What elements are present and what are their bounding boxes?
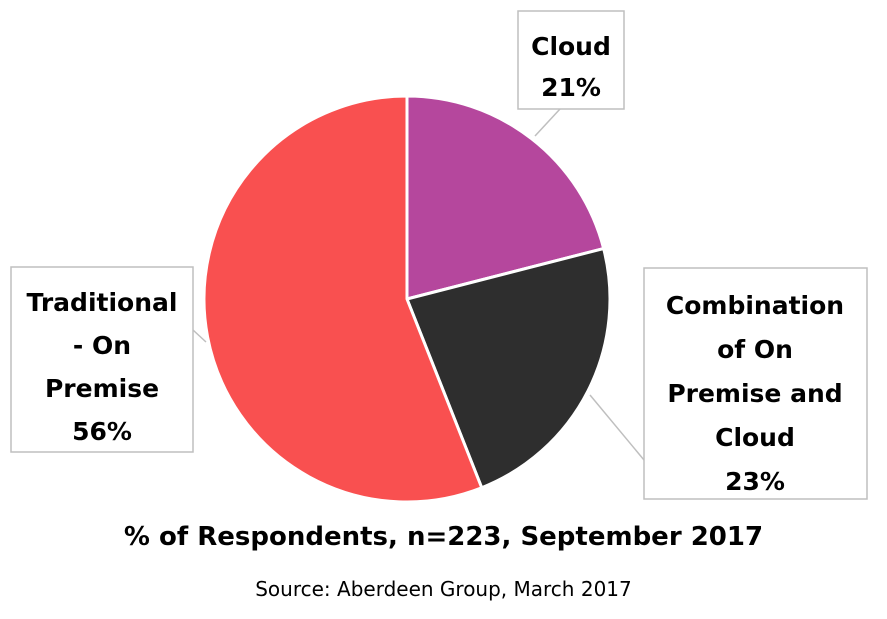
callout-1: Combination of On Premise and Cloud 23% — [589, 267, 868, 500]
pie-slice-2 — [202, 94, 484, 504]
callout-label: Premise and — [667, 379, 842, 408]
callout-label: of On — [717, 335, 793, 364]
callout-box-0 — [517, 10, 625, 110]
chart-subtitle: % of Respondents, n=223, September 2017 — [123, 522, 764, 552]
callout-box-2 — [10, 266, 194, 453]
callout-2: Traditional - On Premise 56% — [10, 266, 207, 453]
callout-label: 21% — [541, 73, 601, 102]
callout-label: Combination — [666, 291, 844, 320]
pie-slice-1 — [405, 247, 612, 490]
callout-0: Cloud 21% — [517, 10, 625, 137]
callout-label: 56% — [72, 417, 132, 446]
pie-slice-0 — [405, 94, 606, 301]
callout-leader-0 — [534, 108, 561, 137]
callout-label: Cloud — [715, 423, 795, 452]
chart-source: Source: Aberdeen Group, March 2017 — [255, 577, 632, 601]
callout-box-1 — [643, 267, 868, 500]
callout-leader-1 — [589, 394, 645, 461]
callout-leader-2 — [192, 329, 207, 343]
callout-label: - On — [73, 331, 131, 360]
callout-label: Traditional — [27, 288, 178, 317]
callout-label: Cloud — [531, 32, 611, 61]
callout-label: 23% — [725, 467, 785, 496]
callout-label: Premise — [45, 374, 159, 403]
